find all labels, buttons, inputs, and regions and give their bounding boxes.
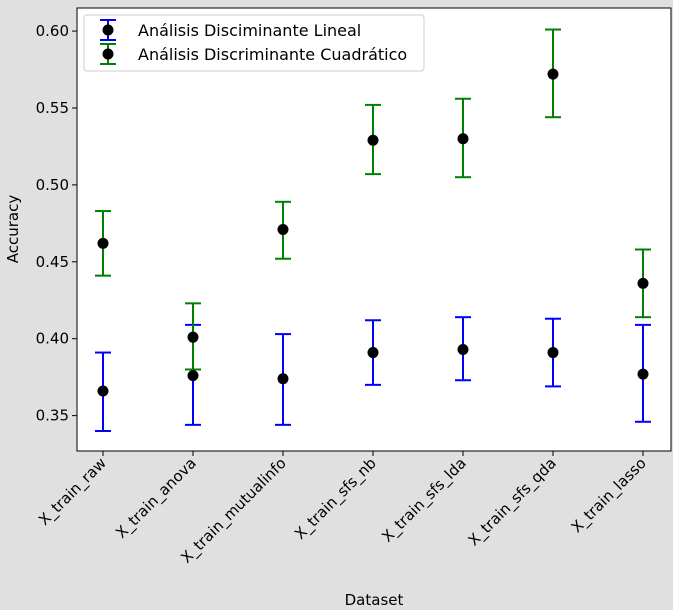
y-tick-label: 0.60 <box>36 22 69 40</box>
y-axis-label: Accuracy <box>4 195 22 264</box>
data-point <box>547 347 559 359</box>
series-1-markers <box>97 68 649 343</box>
data-point <box>187 331 199 343</box>
x-tick-label: X_train_sfs_lda <box>378 454 470 546</box>
y-tick-label: 0.35 <box>36 407 69 425</box>
legend-entry-0: Análisis Disciminante Lineal <box>100 19 361 41</box>
data-point <box>187 370 199 382</box>
legend-entry-1: Análisis Discriminante Cuadrático <box>100 43 407 65</box>
data-point <box>547 68 559 80</box>
x-tick-label: X_train_sfs_nb <box>291 454 381 544</box>
series-layer <box>95 28 651 433</box>
plot-frame <box>76 7 672 452</box>
data-point <box>457 133 469 145</box>
y-tick-label: 0.45 <box>36 253 69 271</box>
legend: Análisis Disciminante Lineal Análisis Dis… <box>83 14 425 72</box>
series-0-markers <box>97 343 649 397</box>
x-tick-label: X_train_anova <box>112 454 200 542</box>
x-tick-label: X_train_lasso <box>568 454 651 537</box>
data-point <box>637 368 649 380</box>
y-tick-label: 0.40 <box>36 330 69 348</box>
legend-label: Análisis Disciminante Lineal <box>138 21 361 40</box>
data-point <box>457 343 469 355</box>
legend-entries: Análisis Disciminante Lineal Análisis Dis… <box>100 19 407 65</box>
data-point <box>97 385 109 397</box>
data-point <box>277 224 289 235</box>
legend-label: Análisis Discriminante Cuadrático <box>138 45 407 64</box>
data-point <box>367 134 379 146</box>
legend-marker-icon <box>102 24 114 36</box>
x-tick-label: X_train_raw <box>35 454 111 530</box>
legend-box <box>83 14 425 72</box>
y-tick-label: 0.50 <box>36 176 69 194</box>
data-point <box>637 277 649 289</box>
y-tick-label: 0.55 <box>36 99 69 117</box>
x-axis-label: Dataset <box>345 591 404 609</box>
data-point <box>367 347 379 359</box>
data-point <box>97 237 109 249</box>
data-point <box>277 373 289 385</box>
x-tick-label: X_train_sfs_qda <box>464 454 560 550</box>
legend-marker-icon <box>102 48 114 60</box>
